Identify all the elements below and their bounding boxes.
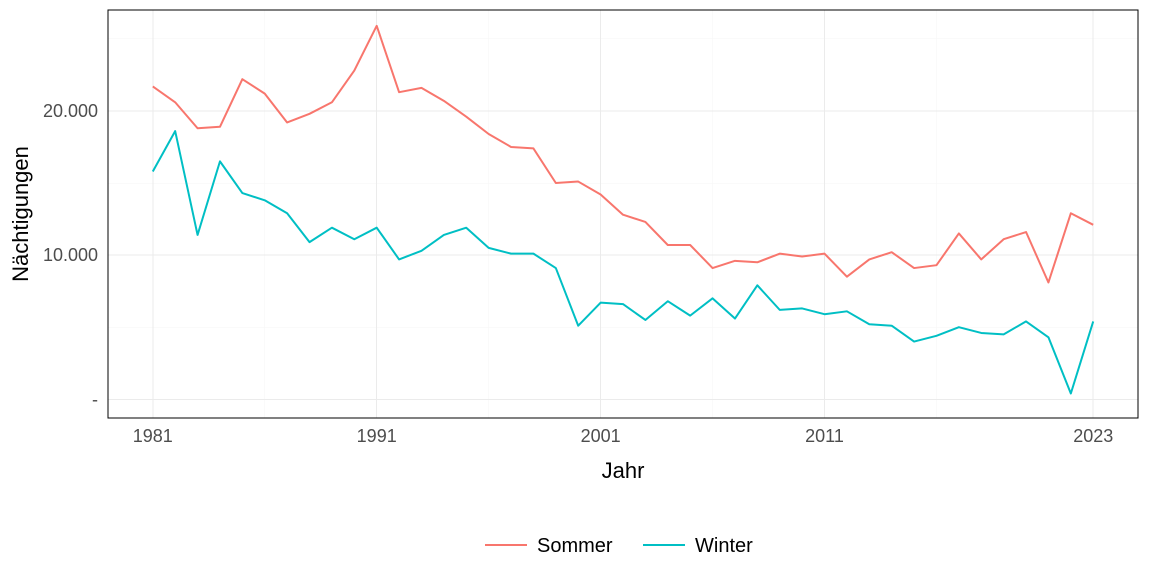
x-tick-label: 1981: [133, 426, 173, 446]
x-axis-title: Jahr: [602, 458, 645, 483]
x-tick-label: 2001: [581, 426, 621, 446]
y-tick-label: 10.000: [43, 245, 98, 265]
x-tick-label: 2011: [805, 426, 844, 446]
legend-label: Sommer: [537, 535, 613, 557]
x-tick-label: 2023: [1073, 426, 1113, 446]
y-axis-title: Nächtigungen: [8, 146, 33, 282]
legend-label: Winter: [695, 535, 753, 557]
line-chart: 1981 1991 2001 2011 2023 - 10.000 20.000 Jahr Näc…: [0, 0, 1152, 576]
y-tick-label: -: [92, 389, 98, 409]
y-tick-label: 20.000: [43, 101, 98, 121]
x-tick-label: 1991: [357, 426, 397, 446]
